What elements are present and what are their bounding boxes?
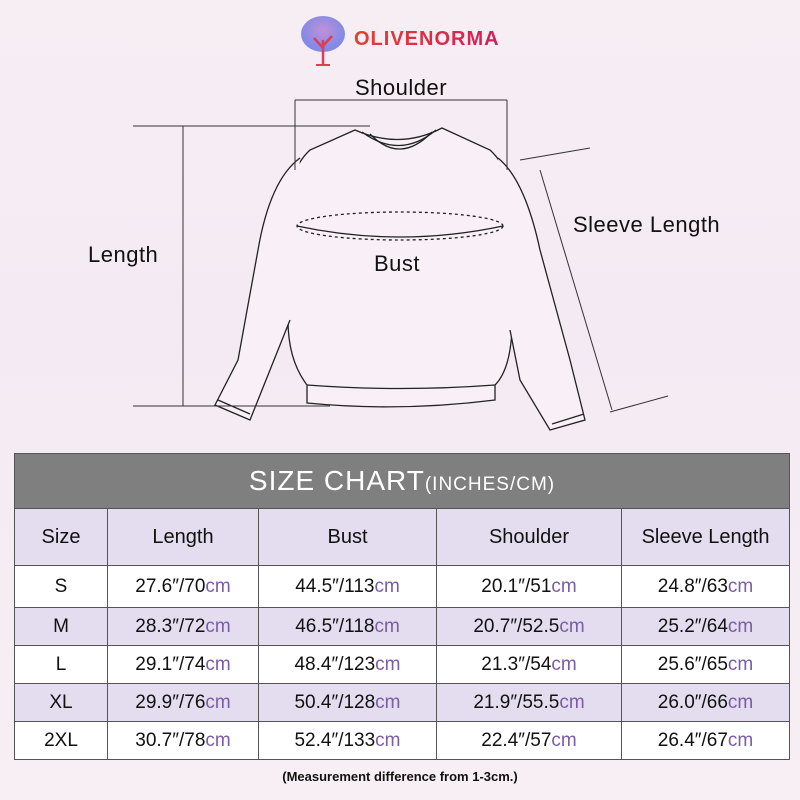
label-bust: Bust [374, 251, 421, 276]
label-sleeve-length: Sleeve Length [573, 212, 721, 237]
label-shoulder: Shoulder [355, 75, 448, 100]
cell-value: 25.2″/64 [657, 615, 728, 637]
unit-cm: cm [375, 691, 401, 713]
table-cell: 20.7″/52.5cm [436, 607, 622, 646]
column-header: Bust [258, 508, 437, 566]
column-header: Size [14, 508, 108, 566]
table-cell: 46.5″/118cm [258, 607, 437, 646]
cell-value: 48.4″/123 [294, 653, 376, 675]
table-cell: 21.3″/54cm [436, 645, 622, 684]
sweatshirt-diagram [133, 99, 669, 431]
table-row: M 28.3″/72cm 46.5″/118cm 20.7″/52.5cm 25.2″/… [14, 607, 791, 646]
table-cell: 2XL [14, 721, 108, 760]
cell-value: 21.3″/54 [481, 653, 552, 675]
cell-value: 29.9″/76 [135, 691, 206, 713]
unit-cm: cm [205, 691, 231, 713]
table-row: S 27.6″/70cm 44.5″/113cm 20.1″/51cm 24.8″/63… [14, 565, 791, 608]
cell-value: 22.4″/57 [481, 729, 552, 751]
table-cell: 25.2″/64cm [620, 607, 791, 646]
cell-value: XL [49, 691, 73, 713]
size-chart-table: SIZE CHART(INCHES/CM) Size Length Bust Shou… [13, 453, 791, 760]
table-cell: 29.9″/76cm [107, 683, 259, 722]
table-cell: XL [14, 683, 108, 722]
unit-cm: cm [727, 729, 754, 751]
table-cell: 24.8″/63cm [620, 565, 791, 608]
table-cell: 30.7″/78cm [107, 721, 259, 760]
table-cell: 28.3″/72cm [107, 607, 259, 646]
table-cell: 50.4″/128cm [258, 683, 437, 722]
cell-value: 21.9″/55.5 [473, 691, 560, 713]
table-cell: 52.4″/133cm [258, 721, 437, 760]
cell-value: 28.3″/72 [135, 615, 206, 637]
unit-cm: cm [205, 575, 231, 597]
cell-value: 29.1″/74 [135, 653, 206, 675]
measurement-note: (Measurement difference from 1-3cm.) [282, 769, 518, 784]
table-row: L 29.1″/74cm 48.4″/123cm 21.3″/54cm 25.6″/65… [14, 645, 791, 684]
table-cell: 48.4″/123cm [258, 645, 437, 684]
cell-value: S [54, 575, 68, 597]
unit-cm: cm [727, 615, 754, 637]
column-header: Sleeve Length [620, 508, 791, 566]
table-cell: 21.9″/55.5cm [436, 683, 622, 722]
unit-cm: cm [551, 653, 577, 675]
cell-value: 24.8″/63 [657, 575, 728, 597]
table-title: SIZE CHART(INCHES/CM) [13, 453, 791, 509]
table-cell: 27.6″/70cm [107, 565, 259, 608]
brand-logo: OLIVENORMA [298, 12, 500, 67]
cell-value: 20.7″/52.5 [473, 615, 560, 637]
cell-value: 27.6″/70 [135, 575, 206, 597]
cell-value: 46.5″/118 [295, 615, 375, 637]
column-header: Length [107, 508, 259, 566]
unit-cm: cm [727, 653, 754, 675]
cell-value: 20.1″/51 [481, 575, 552, 597]
cell-value: 26.4″/67 [657, 729, 728, 751]
title-text: SIZE CHART [248, 465, 425, 496]
unit-cm: cm [375, 653, 401, 675]
table-cell: 22.4″/57cm [436, 721, 622, 760]
unit-cm: cm [551, 575, 577, 597]
brand-name: OLIVENORMA [354, 28, 500, 50]
column-header: Shoulder [436, 508, 622, 566]
cell-value: 30.7″/78 [135, 729, 206, 751]
table-cell: 26.4″/67cm [620, 721, 791, 760]
unit-cm: cm [205, 653, 231, 675]
unit-cm: cm [205, 729, 231, 751]
unit-cm: cm [727, 691, 754, 713]
tree-icon [301, 16, 345, 66]
unit-cm: cm [559, 691, 585, 713]
cell-value: 50.4″/128 [294, 691, 376, 713]
unit-cm: cm [374, 615, 400, 637]
cell-value: L [55, 653, 67, 675]
cell-value: 2XL [44, 729, 78, 751]
cell-value: M [53, 615, 69, 637]
table-cell: 44.5″/113cm [258, 565, 437, 608]
unit-cm: cm [727, 575, 754, 597]
label-length: Length [88, 242, 159, 267]
table-cell: S [14, 565, 108, 608]
table-cell: M [14, 607, 108, 646]
unit-cm: cm [559, 615, 585, 637]
table-cell: 26.0″/66cm [620, 683, 791, 722]
unit-cm: cm [205, 615, 231, 637]
table-row: 2XL 30.7″/78cm 52.4″/133cm 22.4″/57cm 26.4″/… [14, 721, 791, 760]
table-cell: 20.1″/51cm [436, 565, 622, 608]
unit-cm: cm [375, 729, 401, 751]
cell-value: 52.4″/133 [294, 729, 376, 751]
unit-cm: cm [374, 575, 400, 597]
table-row: XL 29.9″/76cm 50.4″/128cm 21.9″/55.5cm 26.0″… [14, 683, 791, 722]
cell-value: 26.0″/66 [657, 691, 728, 713]
cell-value: 25.6″/65 [657, 653, 728, 675]
table-cell: 25.6″/65cm [620, 645, 791, 684]
cell-value: 44.5″/113 [295, 575, 375, 597]
table-cell: 29.1″/74cm [107, 645, 259, 684]
unit-cm: cm [551, 729, 577, 751]
table-cell: L [14, 645, 108, 684]
title-units: (INCHES/CM) [424, 474, 556, 495]
